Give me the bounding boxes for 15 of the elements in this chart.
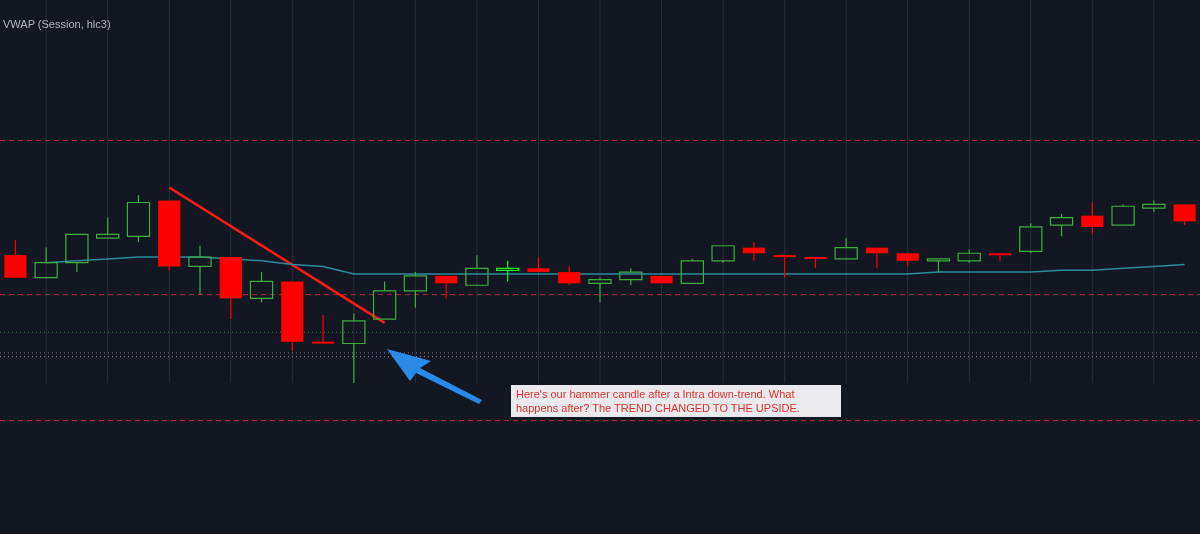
candlestick <box>312 314 335 344</box>
candlestick <box>342 312 366 384</box>
candlestick <box>988 253 1012 262</box>
candlestick <box>711 245 735 264</box>
candlestick <box>1081 201 1104 236</box>
text: Here's our hammer candle after a Intra down-trend. What happens after? The TREND CHANGED TO THE UPSIDE. <box>511 385 841 417</box>
candlestick <box>1111 203 1135 226</box>
chart-subtitle: VWAP (Session, hlc3) <box>3 18 111 30</box>
candlestick <box>65 233 89 273</box>
candlestick <box>403 271 428 309</box>
candlestick <box>496 260 520 283</box>
candlestick <box>188 245 212 296</box>
candlestick <box>465 254 489 286</box>
candlestick <box>773 255 796 279</box>
candlestick <box>588 277 612 303</box>
